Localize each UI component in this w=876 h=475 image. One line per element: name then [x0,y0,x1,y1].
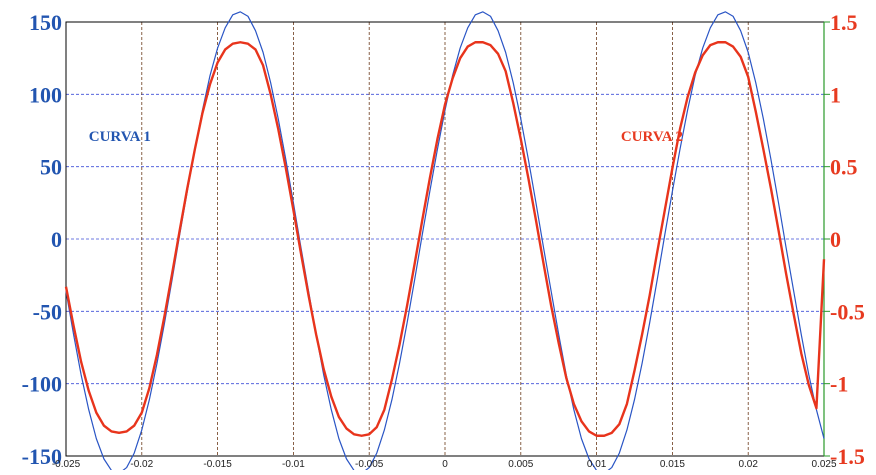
right-tick-label: 1.5 [830,10,858,35]
left-tick-label: -50 [33,299,62,324]
series-line-1 [65,11,825,474]
annotations: CURVA 1 CURVA 2 [89,129,683,145]
series-line-2 [64,41,826,437]
right-tick-label: 0 [830,227,841,252]
x-tick-label: 0.025 [811,459,836,470]
right-y-axis-ticks: 1.5 1 0.5 0 -0.5 -1 -1.5 [824,10,865,469]
x-tick-label: 0 [442,459,448,470]
series-layer [64,11,826,474]
right-tick-label: 1 [830,82,841,107]
annotation-label-2: CURVA 2 [621,129,683,145]
x-tick-label: -0.02 [130,459,153,470]
left-y-axis-ticks: 150 100 50 0 -50 -100 -150 [22,10,62,469]
x-tick-label: 0.02 [738,459,758,470]
x-tick-label: -0.01 [282,459,305,470]
vertical-gridlines [65,22,825,456]
x-tick-label: 0.005 [508,459,533,470]
x-tick-label: -0.025 [52,459,81,470]
left-tick-label: -100 [22,372,62,397]
right-tick-label: -1.5 [830,444,865,469]
left-tick-label: 50 [40,155,62,180]
left-tick-label: 0 [51,227,62,252]
left-tick-label: 150 [29,10,62,35]
x-axis-ticks: -0.025 -0.02 -0.015 -0.01 -0.005 0 0.005 0.01 0.… [52,459,837,470]
x-tick-label: 0.015 [660,459,685,470]
right-tick-label: -1 [830,372,848,397]
x-tick-label: -0.015 [203,459,232,470]
left-tick-label: -150 [22,444,62,469]
right-tick-label: 0.5 [830,155,858,180]
annotation-label-1: CURVA 1 [89,129,151,145]
x-tick-label: 0.01 [587,459,607,470]
left-tick-label: 100 [29,82,62,107]
right-tick-label: -0.5 [830,299,865,324]
x-tick-label: -0.005 [355,459,384,470]
